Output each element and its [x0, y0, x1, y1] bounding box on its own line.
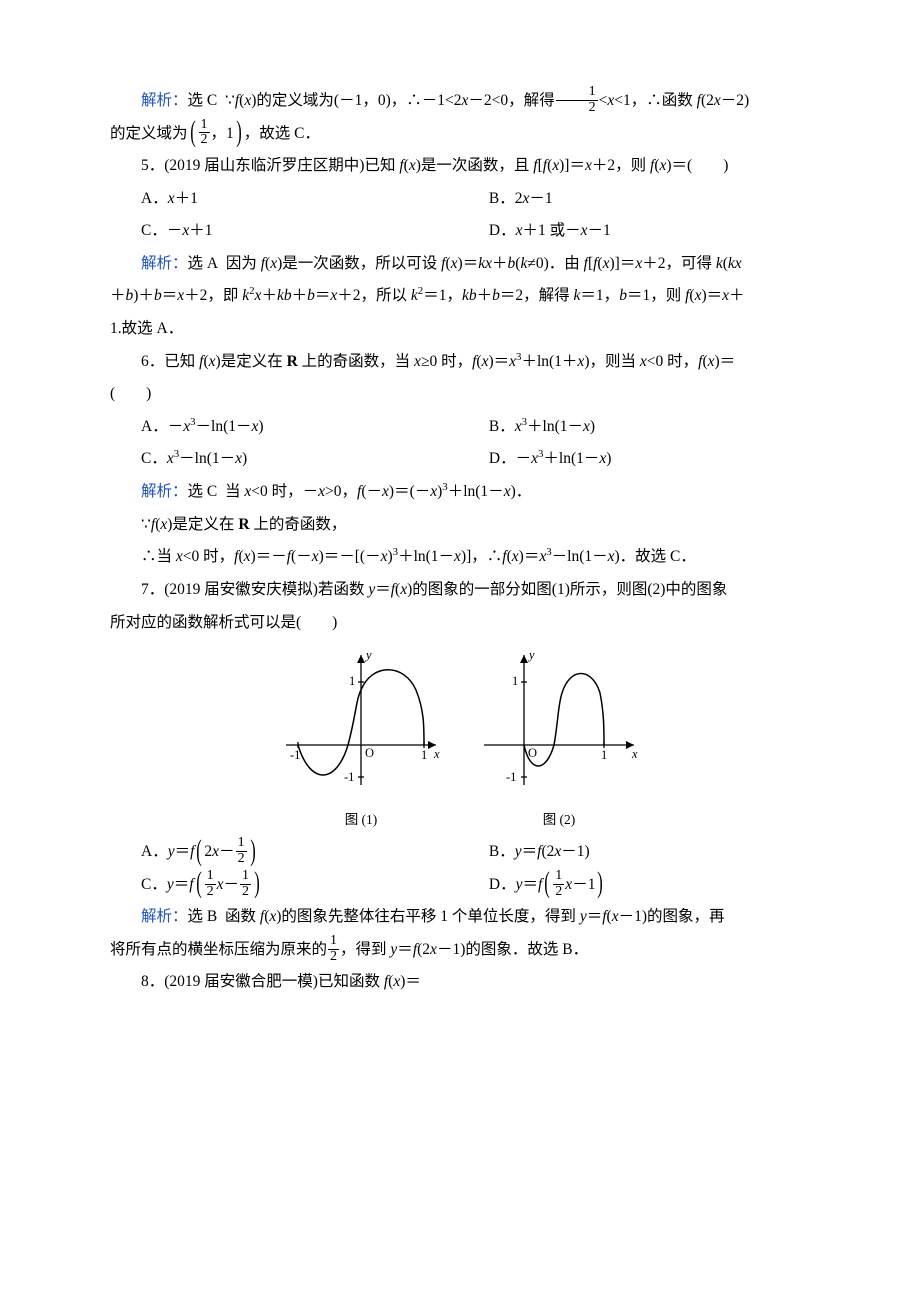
svg-text:-1: -1	[506, 770, 516, 784]
svg-text:1: 1	[512, 674, 518, 688]
svg-text:x: x	[433, 747, 440, 761]
q5-options-row2: C．－x＋1 D．x＋1 或－x－1	[141, 215, 810, 248]
svg-text:1: 1	[601, 748, 607, 762]
svg-text:y: y	[364, 648, 372, 662]
q5-options-row1: A．x＋1 B．2x－1	[141, 183, 810, 216]
q4-analysis-line2: 的定义域为(12，1)，故选 C．	[110, 118, 810, 151]
svg-text:1: 1	[421, 748, 427, 762]
q6-analysis-l2: ∵f(x)是定义在 R 上的奇函数，	[110, 509, 810, 542]
q7-figures: y x O -1 1 1 -1 图 (1) y x	[110, 645, 810, 834]
fig2-caption: 图 (2)	[474, 806, 644, 834]
svg-text:O: O	[528, 746, 537, 760]
q6-analysis-l3: ∴当 x<0 时，f(x)＝－f(－x)＝－[(－x)3＋ln(1－x)]，∴f…	[110, 541, 810, 574]
q7-stem-l1: 7．(2019 届安徽安庆模拟)若函数 y＝f(x)的图象的一部分如图(1)所示…	[110, 574, 810, 607]
q7-analysis-l1: 解析：选 B 函数 f(x)的图象先整体往右平移 1 个单位长度，得到 y＝f(…	[110, 901, 810, 934]
q7-options-row2: C．y＝f(12x－12) D．y＝f(12x－1)	[141, 869, 810, 902]
analysis-answer: 选 C	[188, 92, 218, 109]
graph-2: y x O 1 1 -1	[474, 645, 644, 795]
svg-text:-1: -1	[290, 748, 300, 762]
q6-options-row1: A．－x3－ln(1－x) B．x3＋ln(1－x)	[141, 411, 810, 444]
q7-analysis-l2: 将所有点的横坐标压缩为原来的12，得到 y＝f(2x－1)的图象．故选 B．	[110, 934, 810, 967]
svg-text:x: x	[631, 747, 638, 761]
analysis-label: 解析：	[141, 92, 188, 109]
q6-analysis-l1: 解析：选 C 当 x<0 时，－x>0，f(－x)＝(－x)3＋ln(1－x)．	[110, 476, 810, 509]
q7-stem-l2: 所对应的函数解析式可以是( )	[110, 607, 810, 640]
q5-analysis-l2: ＋b)＋b＝x＋2，即 k2x＋kb＋b＝x＋2，所以 k2＝1，kb＋b＝2，…	[110, 280, 810, 313]
q6-stem: 6．已知 f(x)是定义在 R 上的奇函数，当 x≥0 时，f(x)＝x3＋ln…	[110, 346, 810, 379]
q6-paren: ( )	[110, 378, 810, 411]
page: 解析：选 C ∵f(x)的定义域为(－1，0)，∴－1<2x－2<0，解得12<…	[0, 0, 920, 1302]
svg-text:O: O	[365, 746, 374, 760]
figure-1: y x O -1 1 1 -1 图 (1)	[276, 645, 446, 834]
q5-analysis-l3: 1.故选 A．	[110, 313, 810, 346]
q8-stem: 8．(2019 届安徽合肥一模)已知函数 f(x)＝	[110, 966, 810, 999]
figure-2: y x O 1 1 -1 图 (2)	[474, 645, 644, 834]
svg-text:1: 1	[349, 674, 355, 688]
q6-options-row2: C．x3－ln(1－x) D．－x3＋ln(1－x)	[141, 443, 810, 476]
q5-analysis: 解析：选 A 因为 f(x)是一次函数，所以可设 f(x)＝kx＋b(k≠0)．…	[110, 248, 810, 281]
q5-stem: 5．(2019 届山东临沂罗庄区期中)已知 f(x)是一次函数，且 f[f(x)…	[110, 150, 810, 183]
q7-options-row1: A．y＝f(2x－12) B．y＝f(2x－1)	[141, 836, 810, 869]
q4-analysis: 解析：选 C ∵f(x)的定义域为(－1，0)，∴－1<2x－2<0，解得12<…	[110, 85, 810, 118]
graph-1: y x O -1 1 1 -1	[276, 645, 446, 795]
svg-text:-1: -1	[344, 770, 354, 784]
fig1-caption: 图 (1)	[276, 806, 446, 834]
svg-text:y: y	[527, 648, 535, 662]
